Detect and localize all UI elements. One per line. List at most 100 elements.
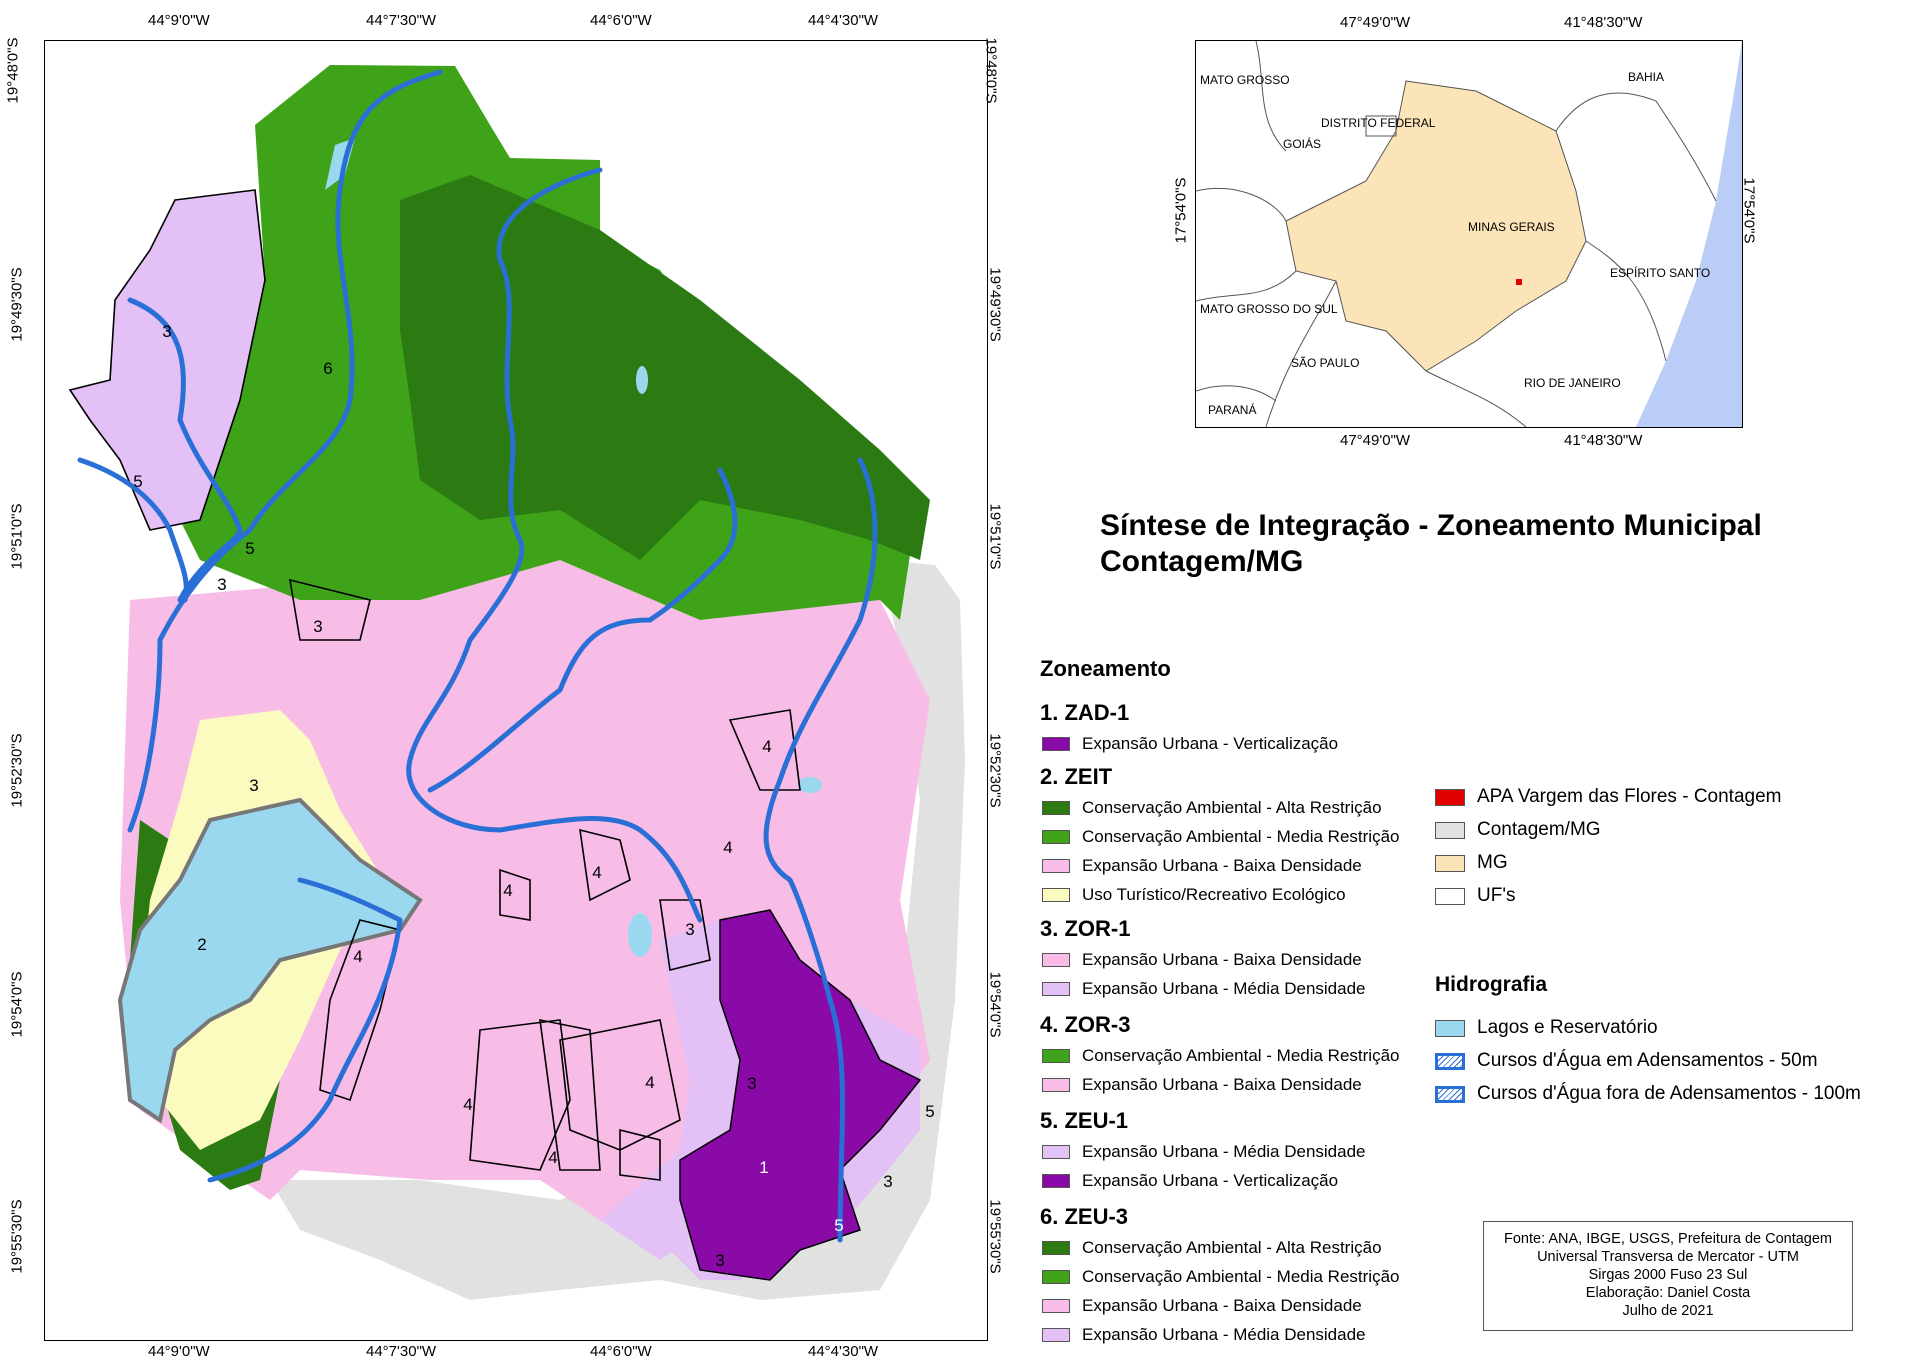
inset-label-mato-grosso: MATO GROSSO xyxy=(1200,73,1290,87)
legend-swatch xyxy=(1435,788,1465,806)
main-left-tick: 19°55'30"S xyxy=(8,1199,26,1274)
legend-swatch xyxy=(1042,1270,1070,1284)
zone-number: 3 xyxy=(883,1172,892,1191)
main-left-tick: 19°49'30"S xyxy=(8,267,26,342)
legend-zone-name: 3. ZOR-1 xyxy=(1040,916,1131,941)
inset-label-pr: PARANÁ xyxy=(1208,403,1257,417)
legend-item: MG xyxy=(1435,852,1508,874)
legend-item: Expansão Urbana - Verticalização xyxy=(1042,734,1338,754)
inset-right-tick: 17°54'0"S xyxy=(1740,177,1758,244)
zone-number: 6 xyxy=(323,359,332,378)
legend-swatch xyxy=(1042,982,1070,996)
main-right-tick: 19°55'30"S xyxy=(986,1199,1004,1274)
main-map: 3 6 5 5 3 3 3 2 4 4 4 4 4 3 3 4 4 4 5 3 … xyxy=(68,65,965,1300)
inset-label-bahia: BAHIA xyxy=(1628,70,1665,84)
main-right-tick: 19°54'0"S xyxy=(986,971,1004,1038)
legend-zone-name: 4. ZOR-3 xyxy=(1040,1012,1131,1037)
legend-swatch-hatched xyxy=(1435,1085,1465,1103)
zone-number: 4 xyxy=(548,1148,557,1167)
zone-number: 4 xyxy=(645,1073,654,1092)
credit-line: Fonte: ANA, IBGE, USGS, Prefeitura de Co… xyxy=(1503,1231,1832,1247)
legend-item: Expansão Urbana - Média Densidade xyxy=(1042,1142,1366,1162)
legend-swatch xyxy=(1042,1145,1070,1159)
title-line-2: Contagem/MG xyxy=(1100,545,1304,578)
legend-swatch xyxy=(1042,1174,1070,1188)
legend-item: Uso Turístico/Recreativo Ecológico xyxy=(1042,885,1346,905)
inset-top-tick: 47°49'0"W xyxy=(1340,14,1411,31)
reservoir xyxy=(636,366,648,394)
zone-number: 2 xyxy=(197,935,206,954)
legend-swatch xyxy=(1042,801,1070,815)
inset-label-mg: MINAS GERAIS xyxy=(1468,220,1555,234)
legend-swatch xyxy=(1042,737,1070,751)
legend-swatch xyxy=(1435,887,1465,905)
hydro-heading: Hidrografia xyxy=(1435,973,1548,996)
main-right-tick: 19°51'0"S xyxy=(986,503,1004,570)
legend-zone-name: 6. ZEU-3 xyxy=(1040,1204,1129,1229)
main-top-tick: 44°9'0"W xyxy=(148,12,210,29)
legend-item: Contagem/MG xyxy=(1435,819,1601,841)
legend-swatch xyxy=(1435,1019,1465,1037)
legend-item: APA Vargem das Flores - Contagem xyxy=(1435,786,1781,808)
credit-line: Sirgas 2000 Fuso 23 Sul xyxy=(1588,1267,1748,1283)
inset-label-goias: GOIÁS xyxy=(1283,137,1322,151)
credit-line: Julho de 2021 xyxy=(1622,1303,1714,1319)
inset-label-sp: SÃO PAULO xyxy=(1291,356,1360,370)
inset-bottom-tick: 47°49'0"W xyxy=(1340,432,1411,449)
main-bottom-tick: 44°9'0"W xyxy=(148,1343,210,1360)
legend-swatch xyxy=(1042,953,1070,967)
legend-item: Expansão Urbana - Média Densidade xyxy=(1042,1325,1366,1345)
main-right-tick: 19°49'30"S xyxy=(986,267,1004,342)
reservoir xyxy=(117,797,423,1124)
inset-map-frame xyxy=(1195,40,1743,428)
main-top-tick: 44°4'30"W xyxy=(808,12,879,29)
main-map-frame xyxy=(44,40,988,1341)
reservoir xyxy=(628,913,652,957)
legend-item: Expansão Urbana - Baixa Densidade xyxy=(1042,1296,1362,1316)
credits-box: Fonte: ANA, IBGE, USGS, Prefeitura de Co… xyxy=(1483,1221,1853,1331)
legend-swatch xyxy=(1042,1241,1070,1255)
zone-number: 4 xyxy=(592,863,601,882)
legend-zone-name: 2. ZEIT xyxy=(1040,764,1113,789)
inset-label-rj: RIO DE JANEIRO xyxy=(1524,376,1621,390)
legend-zone-name: 5. ZEU-1 xyxy=(1040,1108,1129,1133)
legend-item: UF's xyxy=(1435,885,1515,907)
apa-marker xyxy=(1516,279,1522,285)
main-left-tick: 19°48'0"S xyxy=(4,37,22,104)
legend-swatch xyxy=(1042,859,1070,873)
inset-label-ms: MATO GROSSO DO SUL xyxy=(1200,302,1338,316)
inset-label-df: DISTRITO FEDERAL xyxy=(1321,116,1436,130)
legend-item: Conservação Ambiental - Alta Restrição xyxy=(1042,1238,1382,1258)
legend-swatch xyxy=(1042,830,1070,844)
dark-green-area xyxy=(400,175,930,560)
legend-item: Cursos d'Água fora de Adensamentos - 100… xyxy=(1435,1083,1861,1105)
legend-item: Cursos d'Água em Adensamentos - 50m xyxy=(1435,1050,1818,1072)
title-line-1: Síntese de Integração - Zoneamento Munic… xyxy=(1100,509,1762,542)
legend-item: Expansão Urbana - Baixa Densidade xyxy=(1042,856,1362,876)
zone-number: 3 xyxy=(747,1074,756,1093)
purple-area xyxy=(679,909,922,1281)
legend-item: Expansão Urbana - Baixa Densidade xyxy=(1042,950,1362,970)
main-top-tick: 44°7'30"W xyxy=(366,12,437,29)
zone-number: 4 xyxy=(723,838,732,857)
main-left-tick: 19°51'0"S xyxy=(8,503,26,570)
zone-number: 3 xyxy=(217,575,226,594)
main-left-tick: 19°52'30"S xyxy=(8,733,26,808)
zone-number: 5 xyxy=(245,539,254,558)
zone-number: 4 xyxy=(463,1095,472,1114)
main-bottom-tick: 44°7'30"W xyxy=(366,1343,437,1360)
legend-item: Conservação Ambiental - Media Restrição xyxy=(1042,1046,1399,1066)
legend-swatch xyxy=(1042,1328,1070,1342)
zone-number: 5 xyxy=(133,472,142,491)
map-title: Síntese de Integração - Zoneamento Munic… xyxy=(1100,508,1762,580)
legend-swatch xyxy=(1042,888,1070,902)
main-bottom-tick: 44°6'0"W xyxy=(590,1343,652,1360)
credit-line: Elaboração: Daniel Costa xyxy=(1585,1285,1751,1301)
zone-number: 3 xyxy=(715,1251,724,1270)
reservoir xyxy=(798,777,822,793)
inset-left-tick: 17°54'0"S xyxy=(1172,177,1190,244)
inset-bottom-tick: 41°48'30"W xyxy=(1564,432,1643,449)
legend-item: Expansão Urbana - Média Densidade xyxy=(1042,979,1366,999)
legend-swatch xyxy=(1042,1299,1070,1313)
sea xyxy=(1636,41,1742,427)
